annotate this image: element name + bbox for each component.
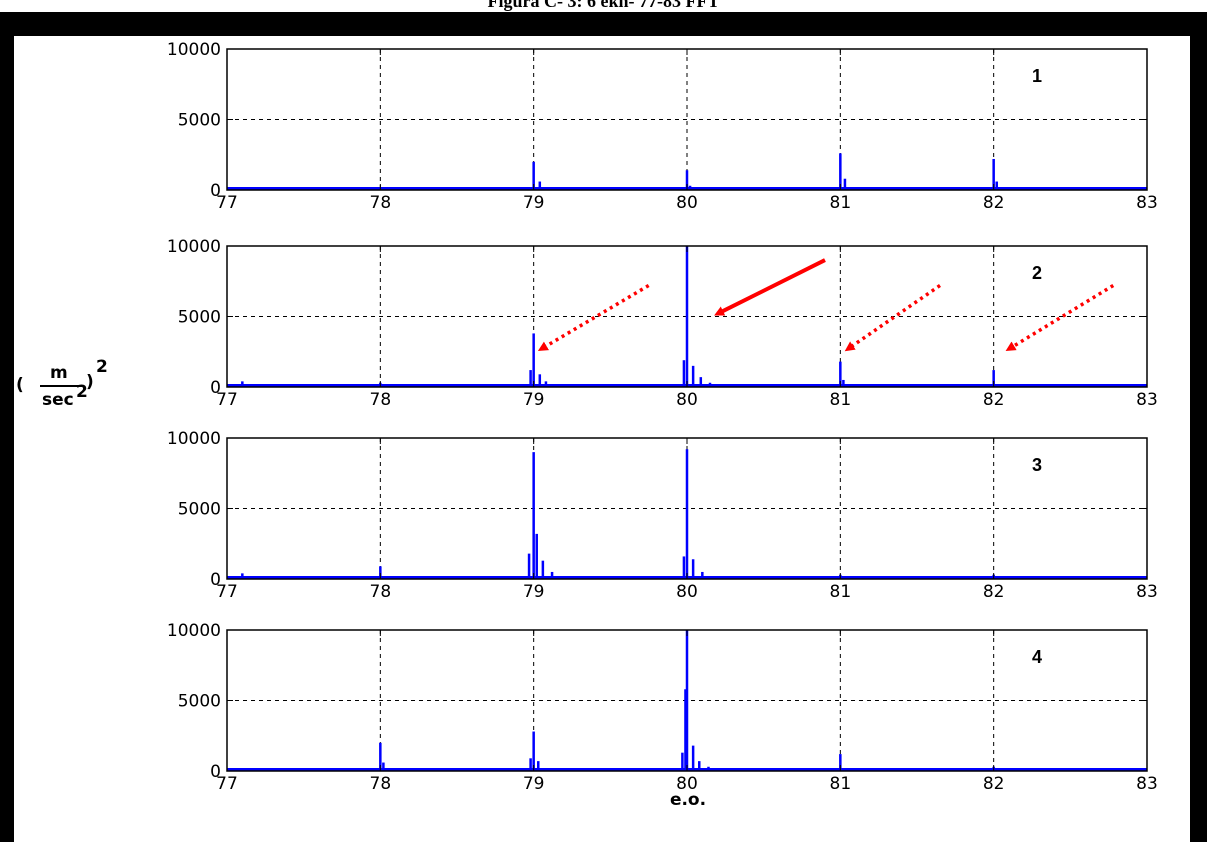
panel-number-label: 2 <box>1032 263 1042 283</box>
x-tick-label: 78 <box>370 582 392 602</box>
solid-arrow-annotation <box>714 258 826 316</box>
x-tick-label: 79 <box>523 193 545 213</box>
y-tick-label: 0 <box>210 181 221 201</box>
x-tick-label: 81 <box>830 390 852 410</box>
y-tick-label: 0 <box>210 378 221 398</box>
x-tick-label: 79 <box>523 582 545 602</box>
y-tick-label: 10000 <box>167 40 221 60</box>
y-tick-label: 5000 <box>178 111 221 131</box>
dotted-arrow-annotation <box>844 284 941 352</box>
unit-denominator: sec <box>42 390 74 410</box>
y-tick-label: 10000 <box>167 237 221 257</box>
unit-numerator: m <box>50 363 68 383</box>
x-tick-label: 77 <box>216 582 238 602</box>
panel-number-label: 1 <box>1032 66 1042 86</box>
x-tick-label: 80 <box>676 582 698 602</box>
dotted-arrow-annotation <box>537 283 650 351</box>
panel-1: 77 78 79 80 81 82 83 0 5000 10000 1 <box>167 40 1158 213</box>
x-tick-label: 82 <box>983 774 1005 794</box>
unit-outer-exponent: 2 <box>96 357 108 377</box>
y-tick-label: 5000 <box>178 500 221 520</box>
x-tick-label: 81 <box>830 193 852 213</box>
x-tick-label: 79 <box>523 774 545 794</box>
x-tick-label: 82 <box>983 582 1005 602</box>
panel-2: 77 78 79 80 81 82 83 0 5000 10000 2 <box>167 237 1158 410</box>
x-tick-label: 83 <box>1136 390 1158 410</box>
panel-number-label: 4 <box>1032 647 1042 667</box>
unit-open-paren: ( <box>16 375 24 395</box>
x-tick-label: 78 <box>370 193 392 213</box>
x-tick-label: 78 <box>370 390 392 410</box>
x-tick-label: 80 <box>676 193 698 213</box>
x-tick-label: 80 <box>676 390 698 410</box>
panel-number-label: 3 <box>1032 455 1042 475</box>
y-tick-label: 5000 <box>178 308 221 328</box>
x-tick-label: 77 <box>216 774 238 794</box>
x-tick-label: 78 <box>370 774 392 794</box>
y-tick-label: 10000 <box>167 621 221 641</box>
x-tick-label: 82 <box>983 193 1005 213</box>
panel-3: 77 78 79 80 81 82 83 0 5000 10000 3 <box>167 429 1158 602</box>
x-tick-label: 83 <box>1136 582 1158 602</box>
y-axis-unit-label: ( m sec 2 ) 2 <box>16 357 108 410</box>
unit-denominator-exponent: 2 <box>76 382 88 402</box>
x-tick-label: 82 <box>983 390 1005 410</box>
x-tick-label: 81 <box>830 582 852 602</box>
x-tick-label: 77 <box>216 390 238 410</box>
x-tick-label: 77 <box>216 193 238 213</box>
x-tick-label: 83 <box>1136 193 1158 213</box>
y-tick-label: 0 <box>210 762 221 782</box>
panel-4: 77 78 79 80 81 82 83 0 5000 10000 4 <box>167 621 1158 794</box>
x-axis-label: e.o. <box>670 790 706 810</box>
figure-caption: Figura C- 3: 6 ekn- 77-83 FFT <box>487 0 720 11</box>
y-tick-label: 5000 <box>178 692 221 712</box>
x-tick-label: 79 <box>523 390 545 410</box>
y-tick-label: 0 <box>210 570 221 590</box>
y-tick-label: 10000 <box>167 429 221 449</box>
unit-close-paren: ) <box>86 372 94 392</box>
dotted-arrow-annotation <box>1005 283 1115 352</box>
x-tick-label: 83 <box>1136 774 1158 794</box>
x-tick-label: 80 <box>676 774 698 794</box>
x-tick-label: 81 <box>830 774 852 794</box>
